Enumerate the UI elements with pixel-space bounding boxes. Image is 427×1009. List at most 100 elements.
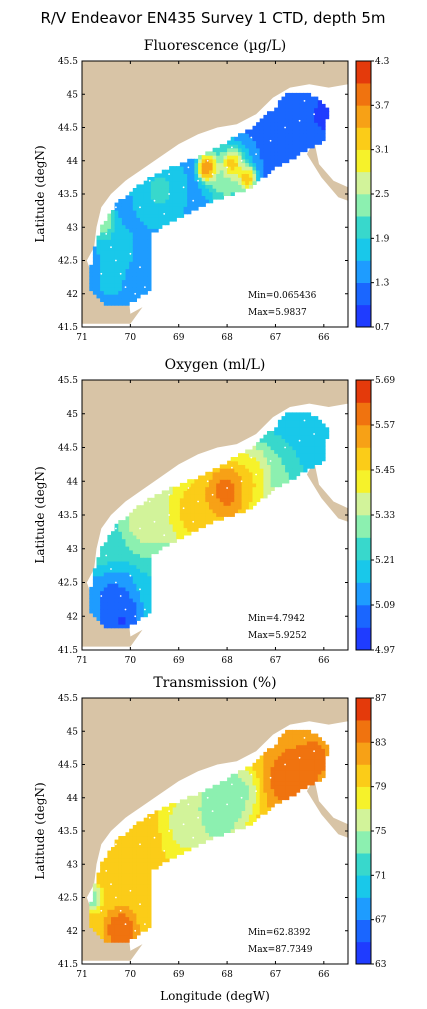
field-cell (238, 136, 243, 142)
field-cell (299, 729, 304, 735)
field-cell (161, 497, 166, 503)
field-cell (179, 817, 185, 822)
field-cell (317, 777, 322, 782)
field-cell (194, 162, 199, 167)
field-cell (147, 268, 152, 273)
field-cell (158, 220, 163, 226)
field-cell (212, 508, 217, 514)
field-cell (179, 520, 185, 525)
field-cell (245, 453, 250, 458)
field-cell (92, 890, 98, 896)
field-cell (292, 729, 297, 735)
field-cell (140, 191, 145, 196)
field-cell (194, 494, 199, 499)
field-cell (161, 177, 166, 182)
field-cell (314, 442, 319, 447)
field-cell (121, 612, 127, 618)
field-cell (241, 144, 246, 149)
field-cell (96, 572, 101, 577)
field-cell (161, 832, 166, 837)
field-cell (321, 770, 326, 775)
field-cell (172, 523, 177, 529)
field-cell (89, 272, 94, 277)
field-cell (129, 246, 134, 251)
field-cell (263, 122, 268, 127)
field-cell (252, 501, 257, 506)
field-cell (107, 228, 112, 233)
field-cell (216, 825, 221, 830)
field-cell (310, 427, 315, 432)
field-cell (263, 810, 268, 815)
field-cell (107, 220, 112, 226)
field-cell (277, 777, 283, 782)
field-cell (129, 594, 134, 599)
field-cell (314, 129, 319, 134)
field-cell (212, 471, 217, 477)
field-cell (303, 442, 308, 447)
field-cell (111, 297, 116, 302)
field-cell (245, 795, 250, 801)
field-cell (140, 275, 145, 281)
field-cell (125, 905, 130, 910)
colorbar-tick-label: 5.09 (375, 601, 395, 611)
station-dot (134, 615, 137, 618)
field-cell (292, 111, 297, 116)
field-cell (107, 272, 112, 277)
field-cell (252, 151, 257, 156)
field-cell (216, 505, 221, 510)
field-cell (190, 814, 195, 819)
field-cell (132, 832, 137, 837)
field-cell (129, 253, 134, 259)
field-cell (100, 887, 105, 892)
field-cell (274, 748, 279, 753)
field-cell (241, 806, 246, 811)
field-cell (129, 890, 134, 896)
field-cell (190, 806, 195, 811)
field-cell (143, 927, 148, 932)
field-cell (176, 213, 181, 218)
field-cell (277, 144, 283, 149)
field-cell (277, 755, 283, 760)
field-cell (306, 453, 312, 458)
field-cell (245, 136, 250, 142)
field-cell (238, 497, 243, 503)
field-cell (118, 575, 123, 581)
field-cell (107, 235, 112, 240)
field-cell (274, 777, 279, 782)
field-cell (292, 471, 297, 477)
station-dot (284, 763, 286, 766)
field-cell (114, 572, 119, 577)
field-cell (285, 92, 290, 98)
field-cell (296, 103, 301, 109)
field-cell (100, 553, 105, 558)
field-cell (143, 264, 148, 270)
field-cell (292, 464, 297, 469)
field-cell (161, 847, 166, 852)
field-cell (158, 516, 163, 521)
field-cell (111, 916, 116, 921)
field-cell (310, 770, 315, 775)
field-cell (183, 162, 188, 167)
field-cell (169, 180, 174, 185)
field-cell (227, 501, 232, 506)
field-cell (267, 151, 272, 156)
field-cell (256, 457, 261, 462)
field-cell (143, 542, 148, 547)
colorbar-segment (356, 919, 371, 943)
field-cell (125, 217, 130, 222)
contour-field (89, 92, 330, 306)
field-cell (114, 564, 119, 569)
field-cell (132, 901, 137, 907)
field-cell (118, 894, 123, 899)
field-cell (111, 231, 116, 237)
field-cell (114, 912, 119, 918)
field-cell (270, 788, 275, 793)
field-cell (143, 916, 148, 921)
field-cell (259, 155, 264, 160)
field-cell (176, 188, 181, 193)
field-cell (121, 538, 127, 543)
field-cell (129, 850, 134, 855)
field-cell (125, 909, 130, 914)
colorbar-tick-label: 2.5 (375, 190, 390, 200)
field-cell (296, 471, 301, 477)
